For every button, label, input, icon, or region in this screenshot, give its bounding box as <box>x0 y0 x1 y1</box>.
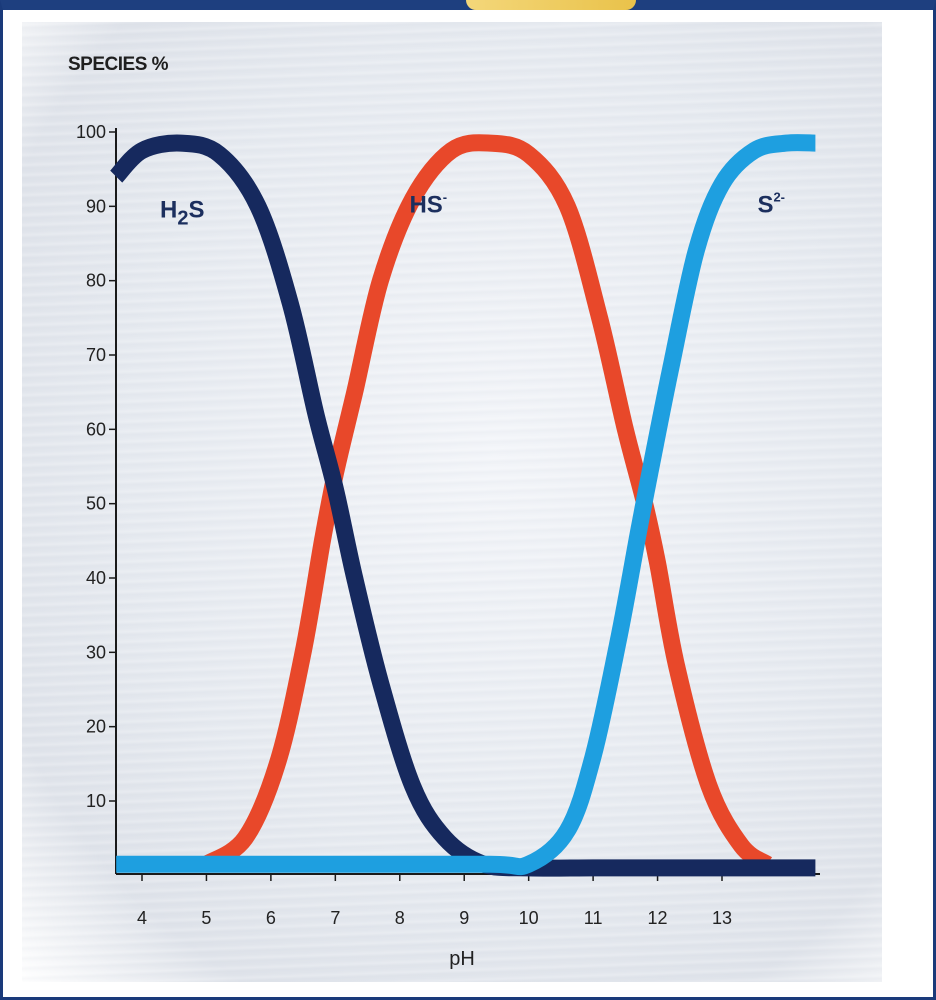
x-tick-label: 6 <box>266 908 276 928</box>
series-labels: H2S HS- S2- <box>160 189 785 229</box>
series-label-s2: S2- <box>757 189 785 218</box>
series-line-hs <box>201 134 773 872</box>
x-tick-label: 7 <box>330 908 340 928</box>
y-axis-title: SPECIES % <box>68 54 169 75</box>
series-line-s2 <box>116 134 816 876</box>
x-tick-label: 5 <box>201 908 211 928</box>
x-tick-label: 11 <box>584 908 603 928</box>
x-tick-label: 13 <box>712 908 732 928</box>
y-tick-label: 70 <box>86 345 106 365</box>
x-tick-label: 9 <box>459 908 469 928</box>
series-line-h2s <box>109 134 816 877</box>
y-tick-label: 40 <box>86 568 106 588</box>
y-tick-label: 50 <box>86 494 106 514</box>
x-tick-label: 8 <box>395 908 405 928</box>
header-accent <box>466 0 636 10</box>
series-label-h2s: H2S <box>160 196 204 229</box>
y-tick-label: 20 <box>86 717 106 737</box>
axes: 10 20 30 40 50 60 70 80 90 100 4 5 6 7 8 9 10 11 12 13 <box>76 122 820 928</box>
series-lines <box>109 134 816 877</box>
y-tick-label: 90 <box>86 196 106 216</box>
y-tick-label: 100 <box>76 122 106 142</box>
chart-background <box>22 22 882 982</box>
y-tick-label: 60 <box>86 419 106 439</box>
x-tick-label: 10 <box>519 908 539 928</box>
chart-background-texture <box>22 22 882 982</box>
y-tick-label: 80 <box>86 271 106 291</box>
series-label-hs: HS- <box>409 189 447 218</box>
x-axis-title: pH <box>449 948 475 970</box>
y-tick-label: 30 <box>86 642 106 662</box>
x-tick-label: 12 <box>648 908 668 928</box>
y-tick-label: 10 <box>86 791 106 811</box>
x-tick-label: 4 <box>137 908 147 928</box>
